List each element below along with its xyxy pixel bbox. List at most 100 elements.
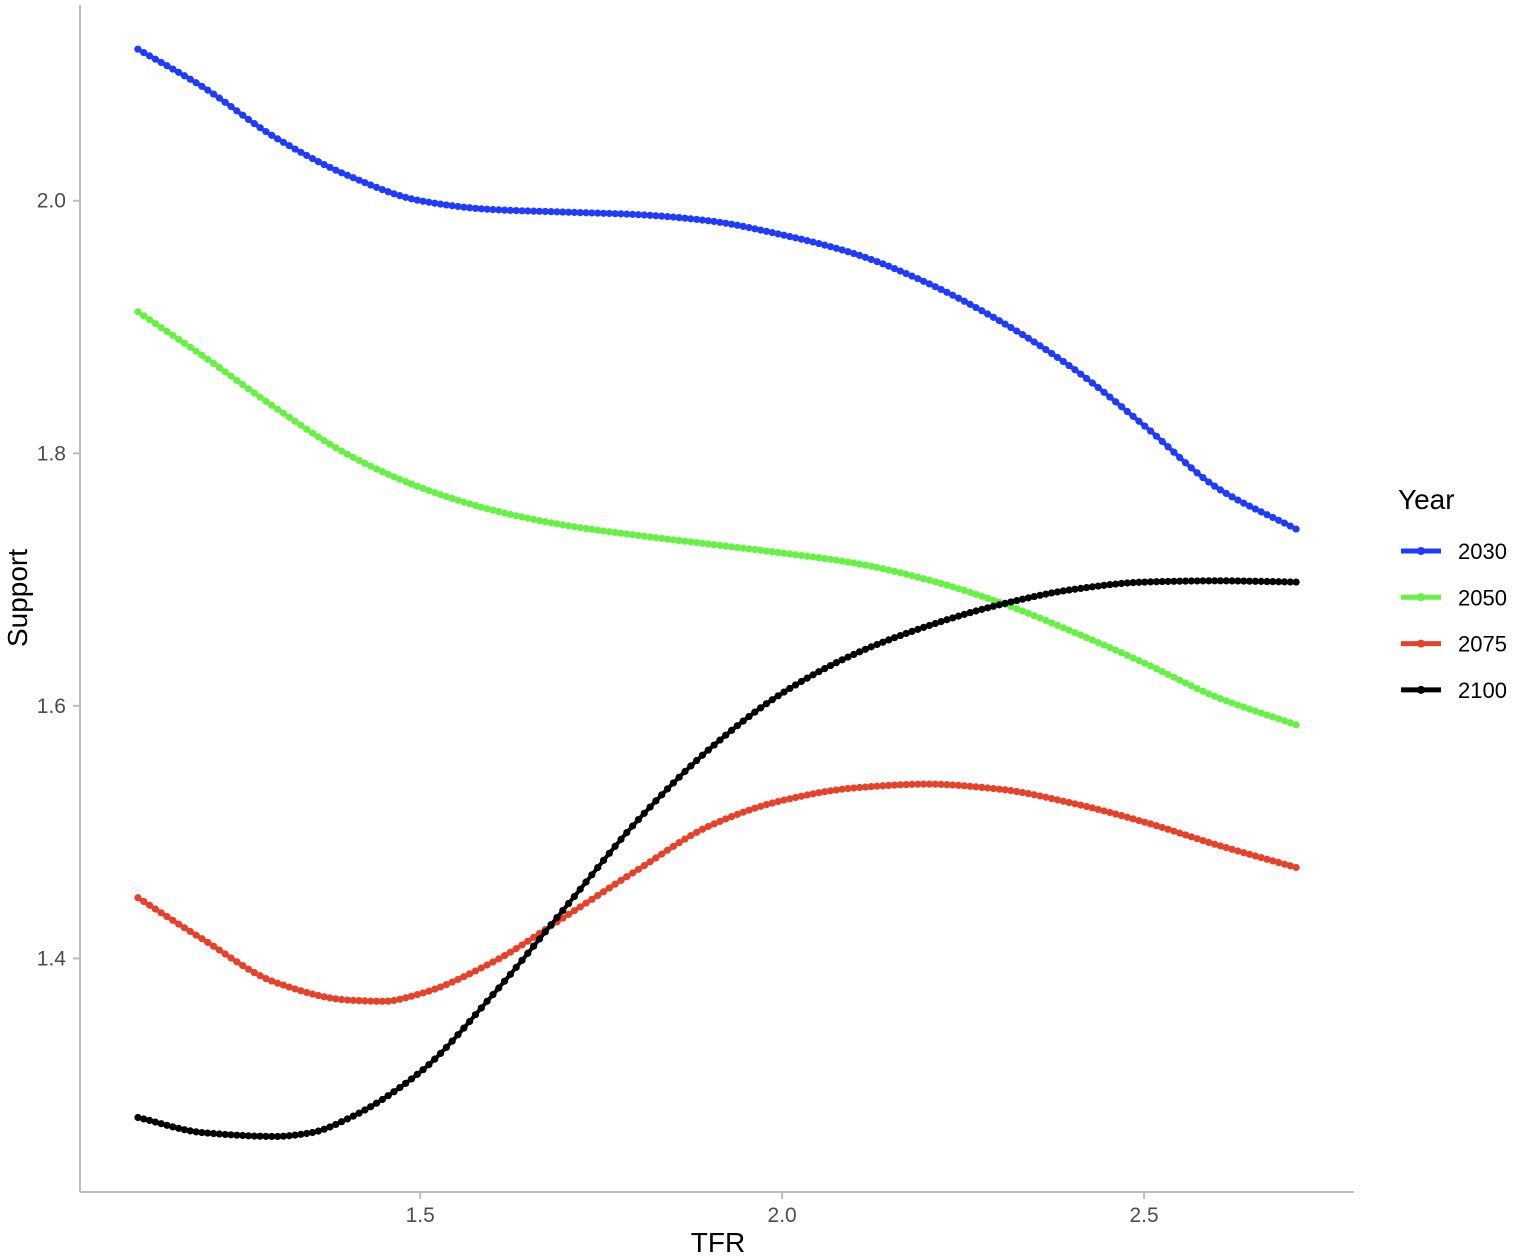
- legend-label: 2030: [1458, 539, 1507, 564]
- point-2100-53: [442, 1043, 450, 1051]
- point-2050-103: [733, 543, 741, 552]
- point-2050-11: [198, 351, 206, 359]
- point-2100-77: [582, 878, 590, 886]
- point-2030-23: [268, 131, 276, 139]
- point-2050-88: [646, 533, 654, 541]
- point-2100-99: [710, 741, 718, 749]
- point-2030-48: [413, 196, 421, 204]
- point-2030-45: [396, 192, 404, 200]
- point-2100-170: [1123, 579, 1131, 587]
- point-2075-113: [791, 793, 800, 802]
- point-2100-65: [512, 963, 520, 971]
- point-2050-187: [1222, 697, 1230, 705]
- point-2100-130: [890, 634, 899, 642]
- point-2075-121: [838, 785, 846, 793]
- point-2075-163: [1082, 802, 1091, 811]
- point-2030-91: [663, 213, 672, 221]
- point-2100-9: [186, 1127, 194, 1135]
- point-2030-3: [151, 55, 159, 63]
- point-2030-191: [1245, 502, 1254, 510]
- point-2100-199: [1292, 578, 1300, 586]
- point-2030-20: [250, 120, 258, 128]
- point-2075-2: [145, 901, 154, 909]
- point-2050-173: [1141, 659, 1149, 667]
- point-2100-73: [559, 906, 567, 915]
- point-2075-147: [989, 784, 998, 793]
- point-2075-80: [599, 888, 608, 896]
- point-2100-137: [931, 619, 939, 628]
- point-2100-30: [308, 1128, 317, 1137]
- point-2075-45: [396, 995, 404, 1003]
- point-2030-149: [1001, 320, 1009, 328]
- point-2030-57: [466, 204, 474, 212]
- point-2030-51: [431, 199, 439, 207]
- point-2075-168: [1112, 810, 1120, 818]
- point-2075-91: [663, 846, 672, 854]
- point-2030-90: [658, 212, 666, 220]
- point-2030-187: [1222, 489, 1230, 498]
- point-2030-185: [1211, 482, 1219, 490]
- point-2100-140: [949, 614, 957, 622]
- point-2030-137: [931, 283, 939, 291]
- point-2030-40: [367, 181, 375, 189]
- point-2050-181: [1187, 682, 1195, 690]
- point-2050-3: [151, 320, 159, 328]
- point-2030-97: [698, 216, 707, 224]
- point-2050-186: [1216, 694, 1225, 703]
- point-2050-8: [180, 339, 189, 347]
- point-2030-178: [1170, 448, 1178, 456]
- point-2100-52: [436, 1049, 445, 1058]
- point-2075-23: [268, 977, 276, 985]
- point-2050-89: [652, 534, 660, 542]
- point-2050-127: [873, 563, 881, 572]
- point-2050-43: [384, 470, 392, 478]
- point-2050-51: [431, 489, 439, 497]
- point-2050-106: [751, 546, 759, 554]
- point-2030-70: [541, 207, 549, 216]
- point-2100-149: [1001, 599, 1009, 608]
- point-2075-21: [256, 972, 264, 980]
- point-2050-13: [209, 359, 218, 368]
- point-2030-136: [925, 280, 934, 288]
- point-2030-179: [1176, 453, 1184, 462]
- y-tick-label: 2.0: [37, 190, 66, 213]
- point-2030-163: [1082, 374, 1091, 383]
- point-2100-98: [704, 746, 712, 754]
- point-2075-53: [442, 980, 450, 989]
- point-2030-81: [605, 209, 613, 218]
- point-2075-192: [1251, 852, 1259, 860]
- point-2030-59: [477, 205, 485, 213]
- point-2030-135: [920, 277, 928, 285]
- point-2050-0: [134, 308, 142, 316]
- point-2075-34: [332, 995, 340, 1003]
- point-2075-176: [1158, 823, 1166, 832]
- point-2050-6: [169, 331, 177, 339]
- point-2050-102: [727, 543, 736, 551]
- point-2100-66: [518, 956, 526, 964]
- point-2030-176: [1158, 437, 1166, 446]
- point-2100-21: [256, 1132, 264, 1140]
- point-2100-110: [774, 692, 782, 700]
- point-2050-54: [448, 494, 456, 503]
- point-2100-151: [1013, 596, 1021, 605]
- legend-item-2050: 2050: [1401, 585, 1507, 610]
- point-2100-123: [850, 650, 858, 659]
- point-2100-56: [460, 1024, 468, 1032]
- point-2030-36: [343, 171, 352, 179]
- point-2075-1: [140, 897, 148, 906]
- point-2100-126: [867, 643, 875, 651]
- point-2075-191: [1245, 850, 1254, 858]
- point-2075-87: [640, 862, 648, 870]
- point-2075-180: [1181, 831, 1190, 839]
- point-2030-54: [448, 202, 456, 210]
- point-2100-193: [1257, 577, 1265, 585]
- point-2075-190: [1240, 849, 1248, 857]
- point-2030-122: [844, 248, 852, 256]
- point-2100-97: [698, 751, 707, 759]
- point-2030-195: [1269, 513, 1277, 522]
- point-2100-105: [745, 712, 753, 721]
- point-2100-40: [367, 1103, 375, 1111]
- point-2100-143: [966, 609, 974, 617]
- point-2100-175: [1152, 578, 1161, 586]
